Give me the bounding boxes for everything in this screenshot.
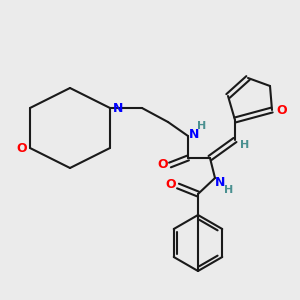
Text: O: O <box>166 178 176 191</box>
Text: N: N <box>215 176 225 188</box>
Text: H: H <box>197 121 207 131</box>
Text: O: O <box>17 142 27 154</box>
Text: N: N <box>189 128 199 140</box>
Text: N: N <box>113 101 123 115</box>
Text: O: O <box>277 103 287 116</box>
Text: H: H <box>224 185 234 195</box>
Text: H: H <box>240 140 250 150</box>
Text: O: O <box>158 158 168 170</box>
